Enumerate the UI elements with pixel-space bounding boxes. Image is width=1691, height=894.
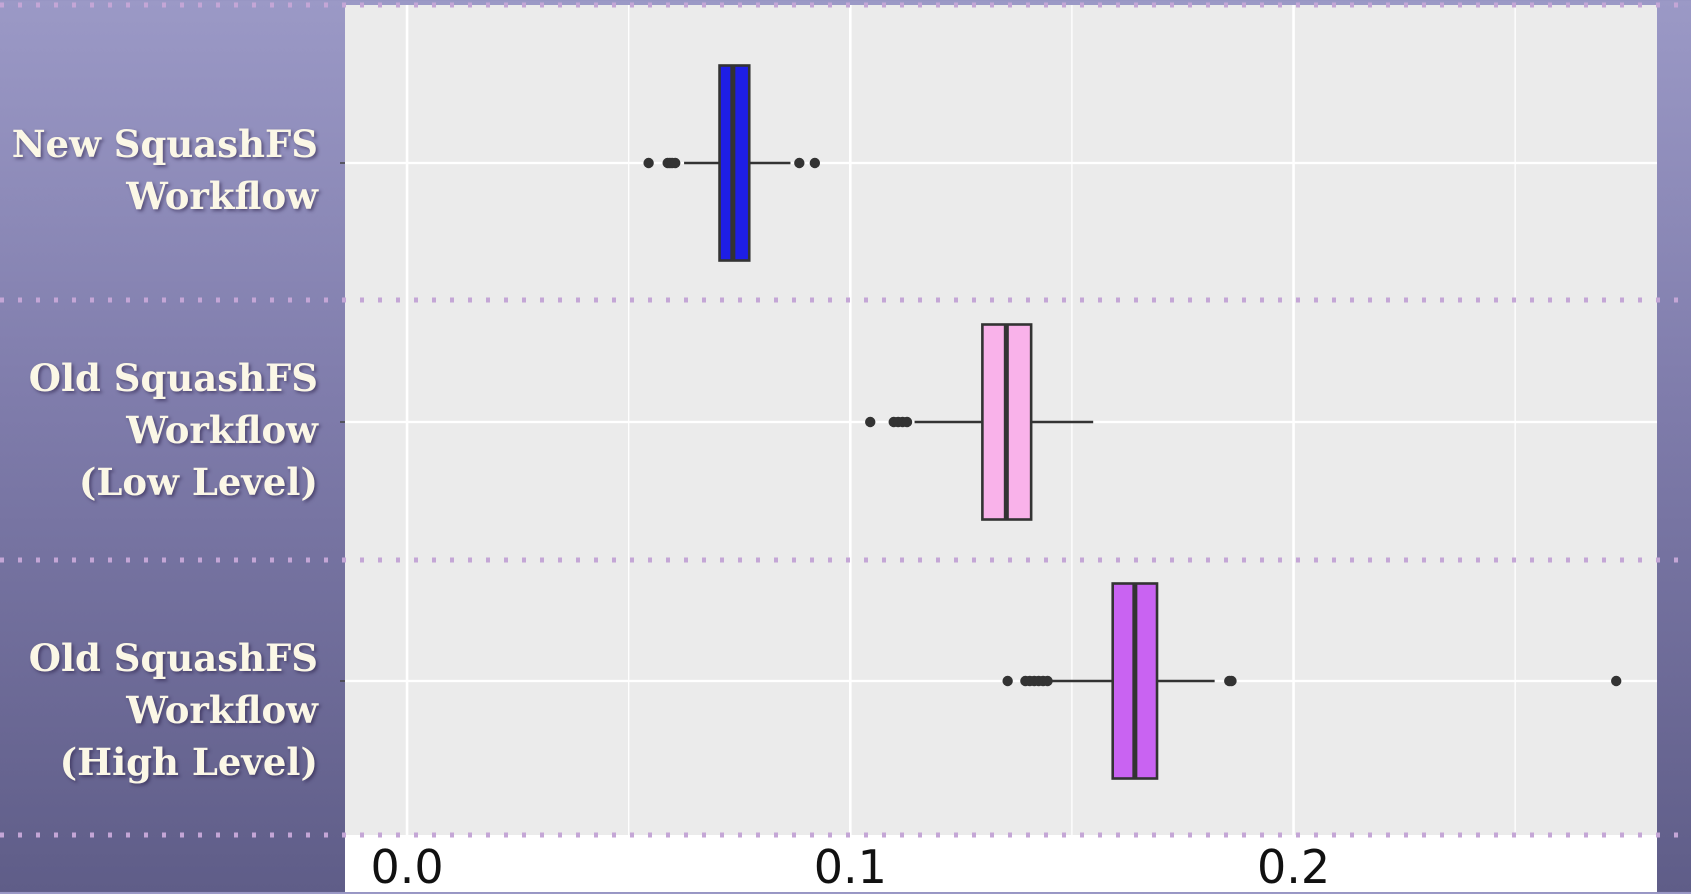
grid-lines — [340, 5, 1657, 892]
box-plot-1 — [643, 64, 821, 262]
outlier-point — [865, 416, 876, 428]
category-label: Old SquashFS Workflow (Low Level) — [28, 356, 318, 504]
x-axis-strip — [345, 835, 1657, 892]
x-tick-label: 0.0 — [370, 840, 444, 894]
box-series — [643, 64, 1622, 780]
outlier-point — [1042, 675, 1053, 687]
category-label: Old SquashFS Workflow (High Level) — [28, 636, 318, 784]
outlier-point — [901, 416, 913, 428]
outlier-point — [643, 157, 654, 169]
outlier-point — [1611, 675, 1622, 687]
box-plot-2 — [865, 323, 1094, 521]
outlier-point — [1002, 675, 1013, 687]
outlier-point — [670, 157, 681, 169]
box-plot-3 — [1002, 582, 1622, 780]
outlier-point — [1226, 675, 1237, 687]
x-tick-label: 0.2 — [1256, 840, 1331, 894]
outlier-point — [809, 157, 821, 169]
category-label: New SquashFS Workflow — [11, 122, 318, 218]
outlier-point — [794, 157, 805, 169]
x-tick-label: 0.1 — [813, 840, 887, 894]
